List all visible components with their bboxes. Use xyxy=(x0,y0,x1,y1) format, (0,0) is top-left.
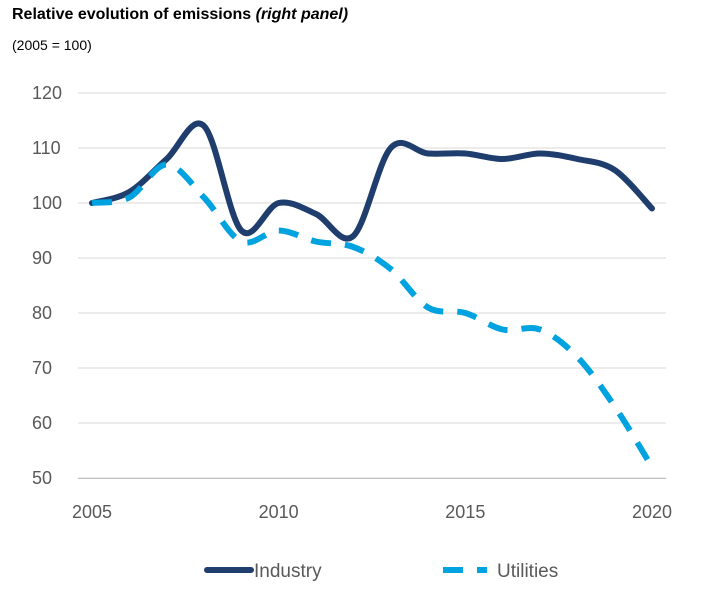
series-lines xyxy=(89,120,655,469)
chart-subtitle: (2005 = 100) xyxy=(12,37,92,53)
legend-label-industry: Industry xyxy=(254,561,322,582)
series-line-industry xyxy=(89,120,655,242)
y-tick-label-50: 50 xyxy=(32,468,52,488)
series-line-utilities xyxy=(91,161,655,469)
y-tick-label-60: 60 xyxy=(32,413,52,433)
x-tick-label-2020: 2020 xyxy=(632,502,672,522)
chart-title-emphasis: (right panel) xyxy=(255,6,349,23)
y-tick-label-80: 80 xyxy=(32,303,52,323)
chart-title: Relative evolution of emissions (right p… xyxy=(12,6,348,24)
legend-item-utilities: Utilities xyxy=(443,561,558,582)
legend: Industry Utilities xyxy=(204,561,558,582)
y-axis-ticks: 120 110 100 90 80 70 60 50 xyxy=(32,83,62,488)
y-tick-label-120: 120 xyxy=(32,83,62,103)
y-tick-label-100: 100 xyxy=(32,193,62,213)
x-tick-label-2010: 2010 xyxy=(259,502,299,522)
y-tick-label-110: 110 xyxy=(32,138,61,158)
x-tick-label-2015: 2015 xyxy=(445,502,485,522)
y-tick-label-70: 70 xyxy=(32,358,52,378)
y-tick-label-90: 90 xyxy=(32,248,52,268)
x-tick-label-2005: 2005 xyxy=(72,502,112,522)
legend-label-utilities: Utilities xyxy=(497,561,558,582)
chart-title-main: Relative evolution of emissions xyxy=(12,6,256,23)
legend-item-industry: Industry xyxy=(204,561,322,582)
x-axis-ticks: 2005 2010 2015 2020 xyxy=(72,502,672,522)
grid-lines xyxy=(78,92,666,479)
